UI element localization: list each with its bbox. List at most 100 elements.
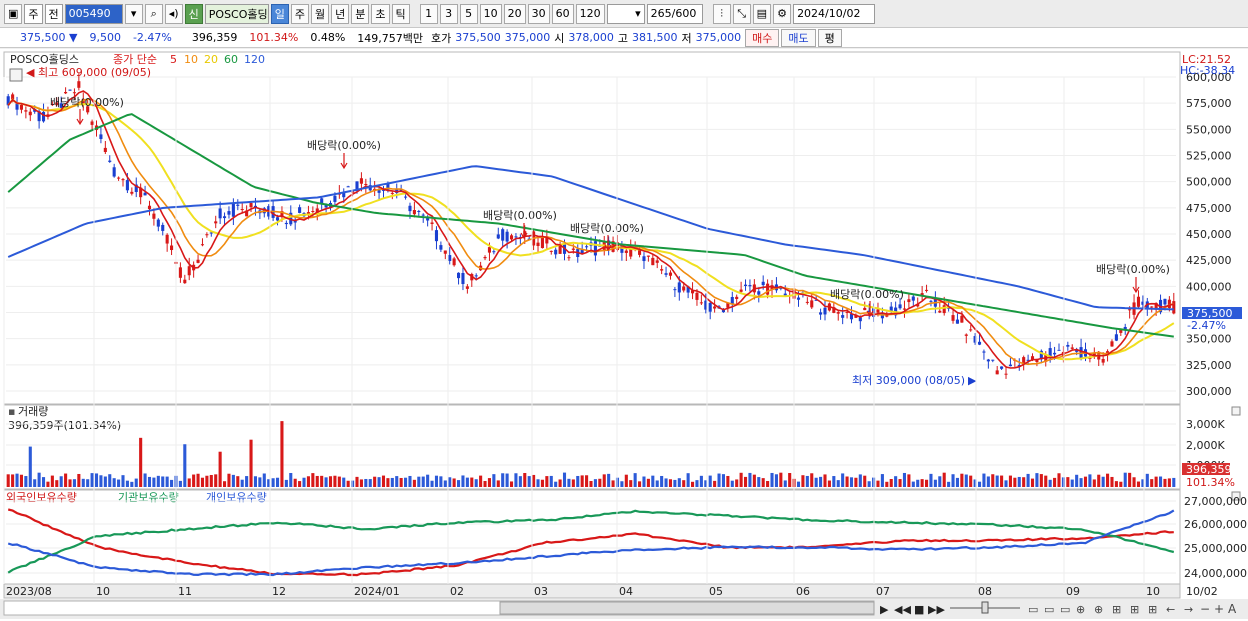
volume-collapse-icon[interactable]: ▪ <box>8 405 15 418</box>
tab-period-year[interactable]: 년 <box>331 3 350 24</box>
volume-bar <box>916 479 920 487</box>
tab-period-week[interactable]: 주 <box>290 3 310 24</box>
tab-period-tick[interactable]: 틱 <box>391 3 410 24</box>
volume-current-marker <box>1182 463 1230 475</box>
zoom-slider-handle[interactable] <box>981 601 989 614</box>
scroll-bar[interactable]: ▶ ◀◀ ■ ▶▶ ▭ ▭ ▭ ⊕ ⊕ ⊞ ⊞ ⊞ ← → − + A <box>0 599 1248 619</box>
buy-button[interactable]: 매수 <box>745 28 780 47</box>
interval-30[interactable]: 30 <box>527 3 550 24</box>
grid-toggle-icon[interactable]: ⊞ <box>1148 603 1157 616</box>
price-tick: 600,000 <box>1186 71 1232 84</box>
volume-bar <box>430 480 434 487</box>
candle-body <box>386 183 390 190</box>
new-button[interactable]: 신 <box>184 3 203 24</box>
volume-bar <box>284 479 288 487</box>
interval-20[interactable]: 20 <box>503 3 526 24</box>
volume-grid <box>6 423 1176 466</box>
volume-bar <box>536 479 540 487</box>
volume-bar <box>161 476 165 487</box>
date-input[interactable]: 2024/10/02 <box>793 3 876 24</box>
volume-bar <box>218 451 222 487</box>
candle-body <box>739 289 743 292</box>
speaker-icon[interactable]: ◂) <box>164 3 183 24</box>
arrow-left-icon[interactable]: ← <box>1166 603 1175 616</box>
play-icon[interactable]: ▶ <box>880 603 889 616</box>
candle-body <box>465 286 469 289</box>
fit-icon[interactable]: ⊞ <box>1130 603 1139 616</box>
zoom-out-icon[interactable]: − <box>1200 602 1210 616</box>
split-icon[interactable]: ⊕ <box>1094 603 1103 616</box>
tab-period-minute[interactable]: 분 <box>351 3 370 24</box>
rewind-icon[interactable]: ◀◀ <box>894 603 911 616</box>
volume-bar <box>1075 474 1079 487</box>
holding-tick: 27,000,000 <box>1184 495 1247 508</box>
save-icon[interactable]: ▤ <box>752 3 772 24</box>
volume-bar <box>505 473 509 487</box>
candle-body <box>960 315 964 323</box>
period-select[interactable]: 주 <box>24 3 43 24</box>
candle-body <box>907 299 911 303</box>
interval-60[interactable]: 60 <box>551 3 574 24</box>
volume-bar <box>743 476 748 487</box>
tab-period-day[interactable]: 일 <box>270 3 289 24</box>
volume-bar <box>907 474 911 487</box>
chevron-down-icon[interactable]: ▾ <box>124 3 143 24</box>
grid-icon[interactable] <box>9 68 23 82</box>
interval-1[interactable]: 1 <box>419 3 438 24</box>
volume-bar <box>739 472 743 487</box>
tab-period-month[interactable]: 월 <box>311 3 330 24</box>
draw-tool-icon[interactable]: ⤡ <box>732 3 751 24</box>
link-icon[interactable]: ⊕ <box>1076 603 1085 616</box>
close-icon[interactable] <box>1231 406 1241 416</box>
search-icon[interactable]: ⌕ <box>144 3 163 24</box>
volume-bar <box>611 480 615 487</box>
arrow-right-icon[interactable]: → <box>1184 603 1193 616</box>
interval-3[interactable]: 3 <box>439 3 458 24</box>
market-select[interactable]: 전 <box>44 3 63 24</box>
candle-body <box>86 106 90 113</box>
tool-icon[interactable]: ⊞ <box>1112 603 1121 616</box>
scroll-thumb[interactable] <box>499 601 875 615</box>
ask-price-1: 375,500 <box>455 31 501 44</box>
eval-button[interactable]: 평 <box>817 28 842 47</box>
volume-bar <box>894 476 898 487</box>
code-input[interactable]: 005490 <box>64 3 123 24</box>
interval-120[interactable]: 120 <box>575 3 605 24</box>
interval-10[interactable]: 10 <box>479 3 502 24</box>
layout-icon[interactable]: ▭ <box>1028 603 1038 616</box>
sell-button[interactable]: 매도 <box>781 28 816 47</box>
copy-icon[interactable]: ▭ <box>1044 603 1054 616</box>
forward-icon[interactable]: ▶▶ <box>928 603 945 616</box>
volume-bar <box>306 476 310 487</box>
candle-body <box>916 304 920 307</box>
candle-body <box>125 180 129 191</box>
candle-type-icon[interactable]: ⫶ <box>712 3 731 24</box>
close-icon[interactable] <box>1231 491 1241 501</box>
chart-menu-icon[interactable]: ▣ <box>4 3 23 24</box>
x-tick: 2023/08 <box>6 585 52 598</box>
ma-legend-5: 5 <box>170 53 177 66</box>
low-price: 375,000 <box>695 31 742 44</box>
candle-body <box>1057 349 1061 351</box>
volume-bar <box>77 473 81 487</box>
candle-body <box>200 244 205 246</box>
volume-bar <box>580 475 584 487</box>
volume-bar <box>1128 472 1132 487</box>
count-input[interactable]: 265/600 <box>646 3 703 24</box>
volume-bar <box>766 481 770 487</box>
tab-period-second[interactable]: 초 <box>371 3 390 24</box>
zoom-in-icon[interactable]: + <box>1214 602 1224 616</box>
volume-bar <box>942 472 946 487</box>
interval-custom-select[interactable]: ▾ <box>606 3 645 24</box>
candle-body <box>558 245 562 254</box>
gear-icon[interactable]: ⚙ <box>773 3 792 24</box>
volume-bar <box>509 481 514 487</box>
x-tick: 03 <box>534 585 548 598</box>
auto-scale-icon[interactable]: A <box>1228 602 1237 616</box>
stock-chart[interactable]: 600,000 575,000 550,000 525,000 500,000 475,0… <box>0 49 1248 621</box>
window-icon[interactable]: ▭ <box>1060 603 1070 616</box>
candle-body <box>37 111 41 122</box>
interval-5[interactable]: 5 <box>459 3 478 24</box>
holding-tick: 25,000,000 <box>1184 542 1247 555</box>
stop-icon[interactable]: ■ <box>914 603 924 616</box>
